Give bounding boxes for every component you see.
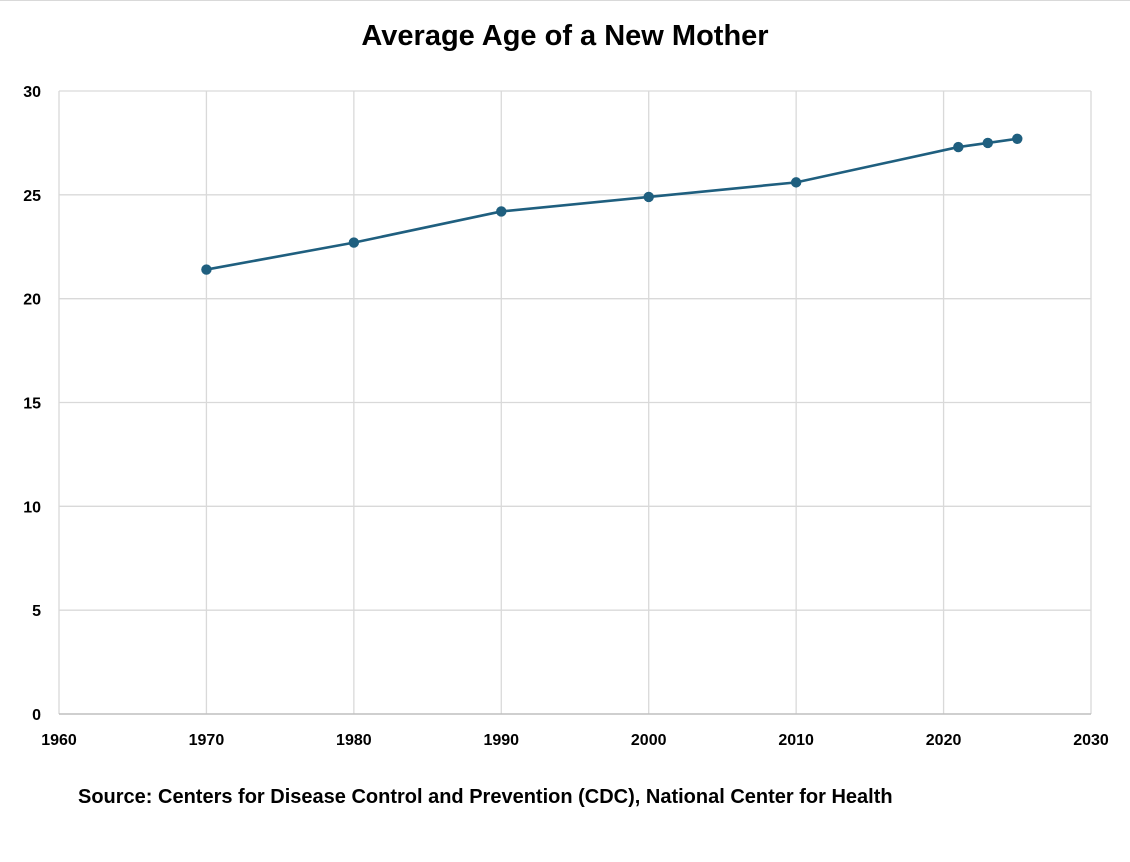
data-point xyxy=(1012,133,1023,144)
x-tick-label: 2010 xyxy=(778,732,814,749)
data-point xyxy=(790,177,802,188)
tick-labels: 0 5 10 15 20 25 30 1960 1970 1980 1990 2000 2010 2020… xyxy=(23,84,1109,749)
top-divider xyxy=(0,0,1130,1)
data-point xyxy=(496,206,507,217)
data-point xyxy=(348,237,360,248)
source-note: Source: Centers for Disease Control and … xyxy=(78,786,893,808)
y-tick-label: 30 xyxy=(23,84,41,101)
data-point xyxy=(201,264,212,275)
y-tick-label: 5 xyxy=(32,603,41,620)
x-tick-label: 1990 xyxy=(483,732,519,749)
y-tick-label: 0 xyxy=(32,707,41,724)
y-tick-label: 10 xyxy=(23,499,41,516)
y-tick-label: 20 xyxy=(23,292,41,309)
x-tick-label: 1980 xyxy=(336,732,372,749)
data-point xyxy=(643,191,654,203)
y-tick-label: 15 xyxy=(23,396,41,413)
gridlines xyxy=(58,90,1092,714)
series-line xyxy=(206,137,1018,271)
data-point xyxy=(982,137,993,149)
x-tick-label: 2000 xyxy=(631,732,667,749)
x-tick-label: 1960 xyxy=(41,732,77,749)
data-point xyxy=(953,141,964,153)
series xyxy=(201,133,1023,275)
y-tick-label: 25 xyxy=(23,188,41,205)
x-tick-label: 2030 xyxy=(1073,732,1109,749)
x-tick-label: 2020 xyxy=(926,732,962,749)
chart-title: Average Age of a New Mother xyxy=(361,20,769,52)
x-tick-label: 1970 xyxy=(189,732,225,749)
